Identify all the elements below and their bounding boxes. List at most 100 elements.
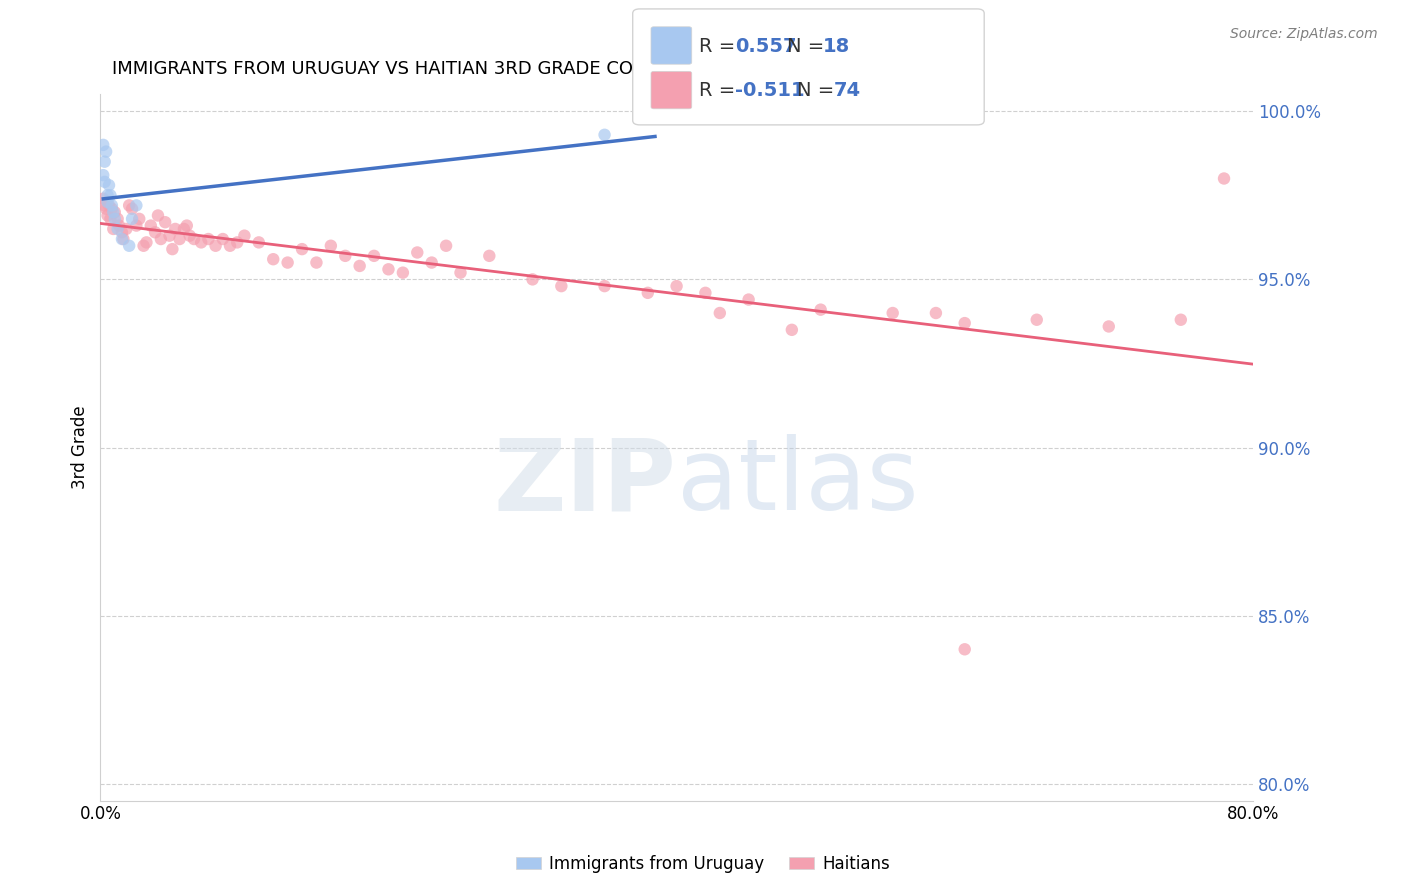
Point xyxy=(103,205,125,219)
Point xyxy=(277,255,299,269)
Point xyxy=(377,262,399,277)
Point xyxy=(91,137,114,152)
Point xyxy=(197,232,219,246)
Text: 0.557: 0.557 xyxy=(735,37,797,56)
Point xyxy=(165,222,187,236)
Text: IMMIGRANTS FROM URUGUAY VS HAITIAN 3RD GRADE CORRELATION CHART: IMMIGRANTS FROM URUGUAY VS HAITIAN 3RD G… xyxy=(112,60,801,78)
Point xyxy=(550,279,572,293)
Point xyxy=(593,279,616,293)
Point xyxy=(176,219,198,233)
Point xyxy=(135,235,157,250)
Point xyxy=(118,239,141,253)
Point xyxy=(233,228,256,243)
Point xyxy=(695,285,717,300)
Point xyxy=(434,239,457,253)
Text: atlas: atlas xyxy=(676,434,918,532)
Point xyxy=(709,306,731,320)
Point xyxy=(128,211,150,226)
Point xyxy=(91,192,114,206)
Point xyxy=(665,279,688,293)
Point xyxy=(139,219,162,233)
Point xyxy=(103,222,125,236)
Text: 74: 74 xyxy=(834,81,860,101)
Point xyxy=(420,255,443,269)
Point xyxy=(392,266,415,280)
Point xyxy=(107,211,129,226)
Point xyxy=(146,209,169,223)
Point xyxy=(247,235,270,250)
Point xyxy=(450,266,472,280)
Text: N =: N = xyxy=(797,81,841,101)
Point xyxy=(1025,312,1047,326)
Point xyxy=(96,188,118,202)
Point xyxy=(96,209,118,223)
Point xyxy=(637,285,659,300)
Point xyxy=(125,219,148,233)
Point xyxy=(593,128,616,142)
Point xyxy=(925,306,948,320)
Point xyxy=(132,239,155,253)
Point xyxy=(953,316,976,330)
Point xyxy=(810,302,832,317)
Point xyxy=(98,178,121,193)
Point xyxy=(91,168,114,182)
Point xyxy=(226,235,249,250)
Point xyxy=(291,242,314,256)
Point xyxy=(121,202,143,216)
Point xyxy=(112,232,135,246)
Point xyxy=(159,228,181,243)
Point xyxy=(118,198,141,212)
Point xyxy=(111,232,134,246)
Point xyxy=(108,219,131,233)
Point xyxy=(93,175,115,189)
Point xyxy=(111,225,134,239)
Point xyxy=(780,323,803,337)
Point xyxy=(183,232,205,246)
Point xyxy=(143,225,166,239)
Point xyxy=(190,235,212,250)
Point xyxy=(162,242,184,256)
Point xyxy=(96,195,118,210)
Point xyxy=(169,232,191,246)
Text: ZIP: ZIP xyxy=(494,434,676,532)
Point xyxy=(349,259,371,273)
Point xyxy=(262,252,284,267)
Point xyxy=(101,202,124,216)
Point xyxy=(107,222,129,236)
Point xyxy=(104,211,127,226)
Point xyxy=(179,228,201,243)
Point xyxy=(953,642,976,657)
Point xyxy=(98,198,121,212)
Legend: Immigrants from Uruguay, Haitians: Immigrants from Uruguay, Haitians xyxy=(509,848,897,880)
Point xyxy=(93,198,115,212)
Y-axis label: 3rd Grade: 3rd Grade xyxy=(72,406,89,490)
Text: 18: 18 xyxy=(823,37,849,56)
Point xyxy=(153,215,176,229)
Point xyxy=(100,211,122,226)
Point xyxy=(93,154,115,169)
Point xyxy=(173,222,195,236)
Point xyxy=(121,211,143,226)
Point xyxy=(319,239,342,253)
Point xyxy=(219,239,242,253)
Point xyxy=(100,188,122,202)
Point xyxy=(94,202,117,216)
Point xyxy=(882,306,904,320)
Point xyxy=(1170,312,1192,326)
Point xyxy=(104,205,127,219)
Point xyxy=(94,145,117,159)
Point xyxy=(305,255,328,269)
Point xyxy=(115,222,138,236)
Point xyxy=(125,198,148,212)
Point xyxy=(363,249,385,263)
Point xyxy=(1098,319,1121,334)
Text: -0.511: -0.511 xyxy=(735,81,806,101)
Point xyxy=(1213,171,1236,186)
Text: N =: N = xyxy=(787,37,831,56)
Point xyxy=(522,272,544,286)
Text: Source: ZipAtlas.com: Source: ZipAtlas.com xyxy=(1230,27,1378,41)
Point xyxy=(204,239,226,253)
Point xyxy=(478,249,501,263)
Point xyxy=(335,249,357,263)
Point xyxy=(101,198,124,212)
